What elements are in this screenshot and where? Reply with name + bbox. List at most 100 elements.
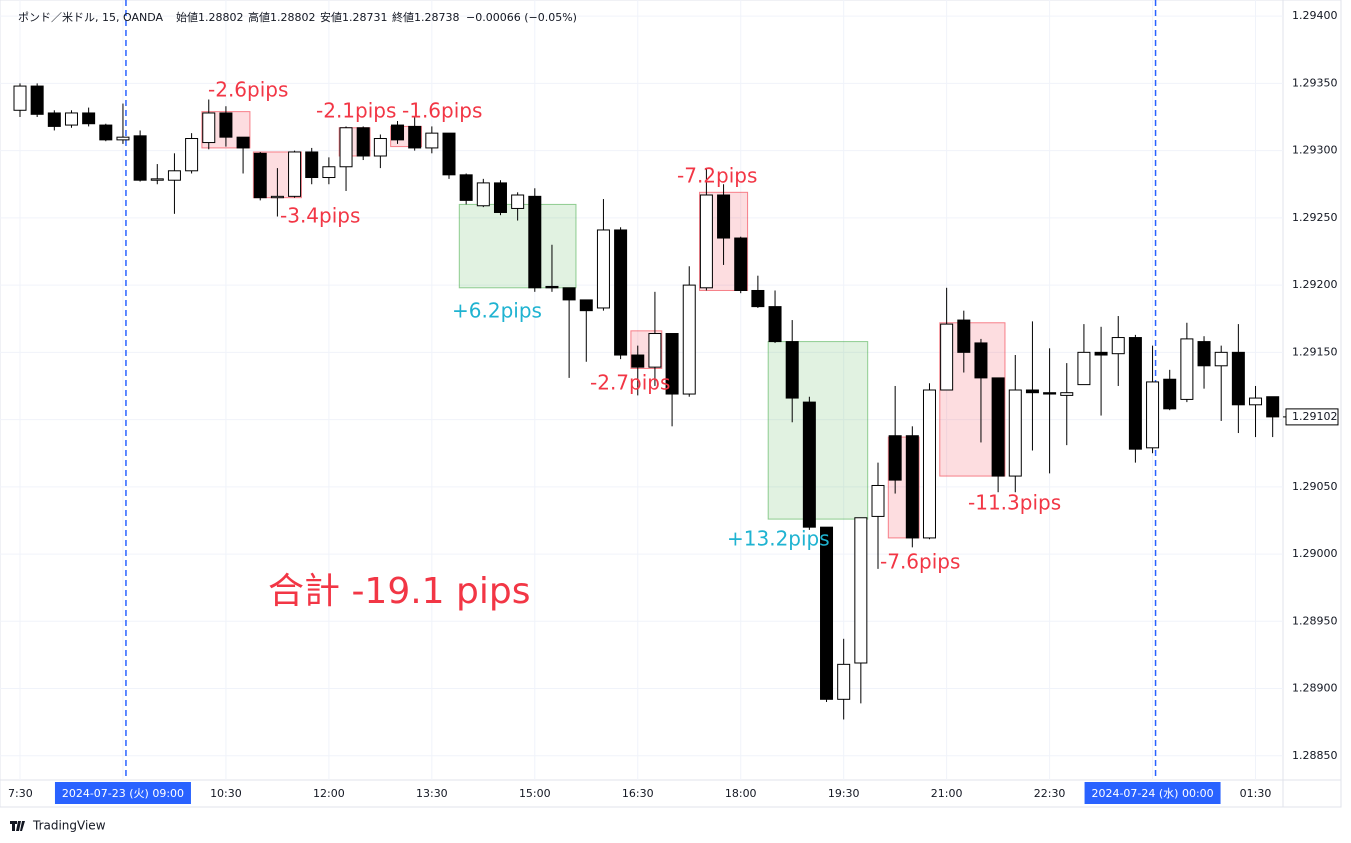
- candles: [13, 83, 1280, 720]
- candle-body: [854, 517, 868, 664]
- header: ポンド／米ドル, 15, OANDA 始値1.28802 高値1.28802 安値1.…: [18, 10, 577, 24]
- candle-body: [991, 377, 1005, 477]
- candle-body: [493, 182, 507, 213]
- candle-body: [905, 435, 919, 539]
- candle-body: [1025, 389, 1039, 394]
- candle-body: [1249, 397, 1263, 406]
- trade-label: -2.1pips: [316, 99, 396, 123]
- x-tick-label: 2024-07-24 (水) 00:00: [1091, 787, 1213, 800]
- candle-body: [476, 182, 490, 207]
- candle-body: [185, 138, 199, 172]
- y-tick-label: 1.29200: [1292, 278, 1338, 291]
- candle-body: [116, 136, 130, 141]
- x-tick-label: 7:30: [8, 787, 33, 800]
- y-tick-label: 1.29000: [1292, 547, 1338, 560]
- x-tick-label: 16:30: [622, 787, 654, 800]
- candle-body: [837, 663, 851, 700]
- candle-body: [459, 174, 473, 201]
- candle-body: [922, 389, 936, 539]
- candle-body: [442, 132, 456, 176]
- x-tick-label: 2024-07-23 (火) 09:00: [62, 787, 184, 800]
- candle-body: [30, 85, 44, 115]
- trade-label: +6.2pips: [452, 299, 542, 323]
- candle-body: [356, 127, 370, 157]
- trade-label: -2.6pips: [208, 78, 288, 102]
- trade-label: -3.4pips: [280, 204, 360, 228]
- candle-body: [322, 166, 336, 179]
- candle-body: [734, 237, 748, 291]
- candle-body: [1077, 351, 1091, 386]
- candle-body: [785, 341, 799, 399]
- candle-body: [802, 401, 816, 528]
- candle-body: [665, 333, 679, 395]
- candle-body: [1197, 341, 1211, 367]
- candle-body: [1266, 396, 1280, 418]
- trade-label: -11.3pips: [968, 491, 1061, 515]
- candle-body: [511, 194, 525, 209]
- candle-body: [768, 306, 782, 343]
- candle-body: [940, 323, 954, 391]
- x-tick-label: 19:30: [828, 787, 860, 800]
- brand: TradingView: [32, 819, 106, 833]
- axes: 1.29400 1.29350 1.29300 1.29250 1.29200 1.291…: [8, 9, 1339, 804]
- candle-body: [545, 285, 559, 289]
- candle-body: [579, 299, 593, 312]
- candle-body: [99, 124, 113, 141]
- candle-body: [888, 435, 902, 481]
- candle-body: [253, 152, 267, 199]
- header-item: −0.00066 (−0.05%): [466, 11, 577, 24]
- candle-body: [425, 132, 439, 149]
- candle-body: [1060, 392, 1074, 396]
- candle-body: [1163, 378, 1177, 410]
- candle-body: [236, 136, 250, 149]
- x-tick-label: 21:00: [931, 787, 963, 800]
- trade-label: +13.2pips: [727, 527, 830, 551]
- total-label: 合計 -19.1 pips: [268, 571, 531, 612]
- candle-body: [1231, 351, 1245, 406]
- candle-body: [391, 124, 405, 141]
- candle-body: [682, 284, 696, 395]
- x-label-highlight: [54, 782, 191, 804]
- header-item: ポンド／米ドル, 15, OANDA: [18, 11, 163, 24]
- header-item: 始値1.28802: [176, 10, 244, 24]
- y-tick-label: 1.28850: [1292, 749, 1338, 762]
- header-item: 安値1.28731: [320, 10, 388, 24]
- candle-body: [288, 151, 302, 197]
- y-tick-label: 1.29250: [1292, 211, 1338, 224]
- candle-body: [1214, 351, 1228, 367]
- trade-label: -7.6pips: [880, 550, 960, 574]
- candle-body: [648, 333, 662, 368]
- logo-icon: [10, 821, 25, 831]
- x-tick-label: 22:30: [1034, 787, 1066, 800]
- candle-body: [614, 229, 628, 356]
- candle-body: [150, 178, 164, 181]
- y-tick-label: 1.28950: [1292, 614, 1338, 627]
- candle-body: [64, 112, 78, 126]
- candle-body: [219, 112, 233, 138]
- header-item: 終値1.28738: [392, 10, 460, 24]
- x-tick-label: 18:00: [725, 787, 757, 800]
- x-tick-label: 13:30: [416, 787, 448, 800]
- y-tick-label: 1.29400: [1292, 9, 1338, 22]
- x-tick-label: 15:00: [519, 787, 551, 800]
- candle-body: [47, 112, 61, 127]
- last-price-label: 1.29102: [1292, 410, 1338, 423]
- x-tick-label: 01:30: [1240, 787, 1272, 800]
- x-label-highlight: [1084, 782, 1221, 804]
- candle-body: [957, 319, 971, 353]
- candle-body: [562, 287, 576, 301]
- candle-body: [596, 229, 610, 309]
- candle-body: [202, 112, 216, 144]
- candle-body: [528, 195, 542, 289]
- trade-label: -7.2pips: [677, 164, 757, 188]
- x-tick-label: 12:00: [313, 787, 345, 800]
- candle-body: [82, 112, 96, 125]
- y-tick-label: 1.29350: [1292, 76, 1338, 89]
- y-tick-label: 1.28900: [1292, 682, 1338, 695]
- trade-label: -2.7pips: [590, 371, 670, 395]
- candle-body: [339, 127, 353, 168]
- candle-body: [408, 125, 422, 149]
- header-item: 高値1.28802: [248, 10, 316, 24]
